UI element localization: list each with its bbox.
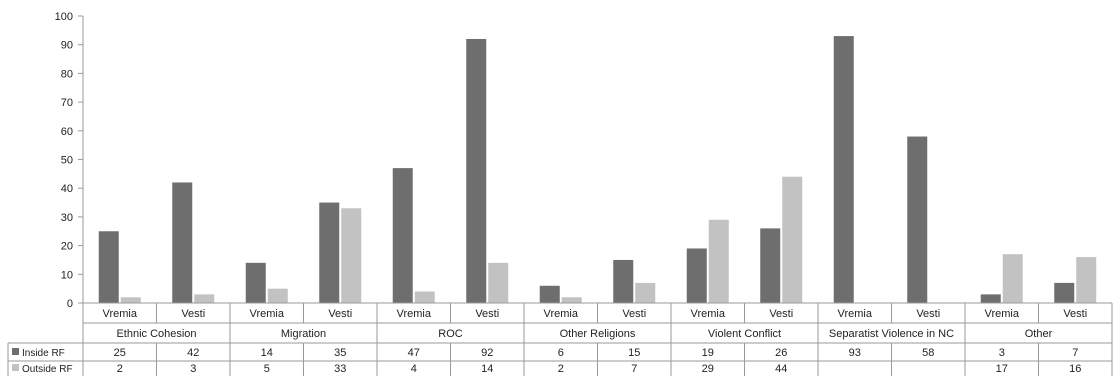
data-label: 14 <box>261 347 273 359</box>
data-label: 2 <box>117 363 123 375</box>
y-tick-label: 10 <box>61 269 73 281</box>
bar-inside-rf <box>392 168 413 303</box>
data-label: 42 <box>187 347 199 359</box>
data-label: 7 <box>1072 347 1078 359</box>
bar-outside-rf <box>414 291 435 303</box>
bar-outside-rf <box>488 262 509 303</box>
y-tick-label: 20 <box>61 241 73 253</box>
data-label: 26 <box>775 347 787 359</box>
data-label: 14 <box>481 363 493 375</box>
y-tick-label: 90 <box>61 40 73 52</box>
bar-inside-rf <box>613 259 634 303</box>
group-label: Other Religions <box>560 328 636 340</box>
series-name: Outside RF <box>22 364 73 375</box>
data-label: 15 <box>628 347 640 359</box>
bar-outside-rf <box>1076 257 1097 303</box>
y-tick-label: 60 <box>61 126 73 138</box>
data-label: 6 <box>558 347 564 359</box>
bar-outside-rf <box>708 219 729 303</box>
data-label: 2 <box>558 363 564 375</box>
y-tick-label: 30 <box>61 212 73 224</box>
data-label: 17 <box>996 363 1008 375</box>
group-label: Migration <box>281 328 326 340</box>
category-label: Vesti <box>328 308 352 320</box>
group-label: Separatist Violence in NC <box>829 328 954 340</box>
bar-inside-rf <box>1054 282 1075 303</box>
group-label: Violent Conflict <box>708 328 781 340</box>
group-label: Ethnic Cohesion <box>116 328 196 340</box>
category-label: Vesti <box>622 308 646 320</box>
data-label: 92 <box>481 347 493 359</box>
category-label: Vesti <box>916 308 940 320</box>
category-label: Vremia <box>397 308 432 320</box>
data-label: 16 <box>1069 363 1081 375</box>
bar-inside-rf <box>98 231 119 303</box>
bar-outside-rf <box>194 294 215 303</box>
legend-swatch-inside-rf <box>12 348 19 355</box>
category-label: Vesti <box>475 308 499 320</box>
bar-inside-rf <box>466 38 487 304</box>
legend-swatch-outside-rf <box>12 364 19 371</box>
bar-inside-rf <box>172 182 193 303</box>
category-label: Vremia <box>103 308 138 320</box>
data-label: 4 <box>411 363 417 375</box>
y-tick-label: 70 <box>61 97 73 109</box>
data-label: 35 <box>334 347 346 359</box>
bar-inside-rf <box>760 228 781 303</box>
data-label: 44 <box>775 363 787 375</box>
data-label: 25 <box>114 347 126 359</box>
category-label: Vremia <box>985 308 1020 320</box>
bar-outside-rf <box>782 176 803 303</box>
y-tick-label: 80 <box>61 68 73 80</box>
y-tick-label: 50 <box>61 155 73 167</box>
category-label: Vesti <box>181 308 205 320</box>
bar-inside-rf <box>686 248 707 303</box>
category-label: Vremia <box>838 308 873 320</box>
data-label: 58 <box>922 347 934 359</box>
y-tick-label: 40 <box>61 183 73 195</box>
bars <box>98 36 1097 304</box>
data-label: 19 <box>702 347 714 359</box>
bar-outside-rf <box>635 282 656 303</box>
data-label: 29 <box>702 363 714 375</box>
data-label: 7 <box>631 363 637 375</box>
data-label: 3 <box>190 363 196 375</box>
category-label: Vremia <box>544 308 579 320</box>
series-name: Inside RF <box>22 348 65 359</box>
bar-outside-rf <box>267 288 288 303</box>
data-label: 33 <box>334 363 346 375</box>
bar-outside-rf <box>341 208 362 303</box>
category-label: Vesti <box>1063 308 1087 320</box>
group-label: Other <box>1025 328 1053 340</box>
category-label: Vremia <box>250 308 285 320</box>
y-tick-label: 0 <box>67 298 73 310</box>
bar-inside-rf <box>833 36 854 304</box>
group-label: ROC <box>438 328 463 340</box>
y-axis: 0 10 20 30 40 50 60 70 80 90 100 <box>55 11 84 310</box>
data-label: 5 <box>264 363 270 375</box>
bar-inside-rf <box>907 136 928 303</box>
y-tick-label: 100 <box>55 11 73 23</box>
data-label: 3 <box>999 347 1005 359</box>
bar-outside-rf <box>1002 254 1023 303</box>
category-label: Vremia <box>691 308 726 320</box>
bar-outside-rf <box>120 297 141 303</box>
data-label: 47 <box>408 347 420 359</box>
category-label: Vesti <box>769 308 793 320</box>
data-label: 93 <box>849 347 861 359</box>
bar-inside-rf <box>980 294 1001 303</box>
bar-outside-rf <box>561 297 582 303</box>
bar-inside-rf <box>245 262 266 303</box>
bar-inside-rf <box>539 285 560 303</box>
bar-inside-rf <box>319 202 340 303</box>
